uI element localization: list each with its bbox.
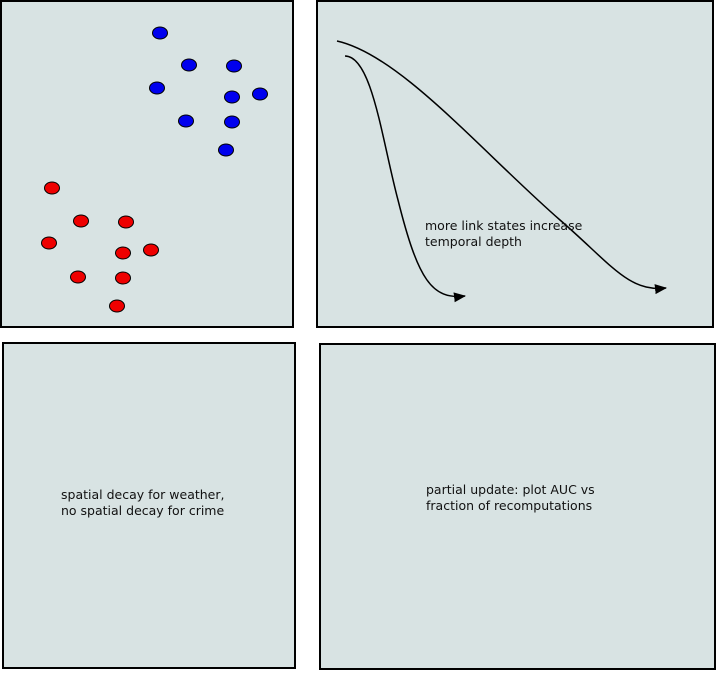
red-cluster — [41, 181, 159, 313]
blue-cluster — [149, 26, 268, 157]
arrow — [336, 40, 667, 295]
arrow — [344, 55, 466, 303]
annotation: more link states increase — [425, 218, 583, 233]
annotation: fraction of recomputations — [426, 498, 592, 513]
annotation: temporal depth — [425, 234, 522, 249]
annotation: partial update: plot AUC vs — [426, 482, 595, 497]
panel — [2, 342, 296, 669]
panel — [0, 0, 294, 328]
panel — [316, 0, 714, 328]
annotation: no spatial decay for crime — [61, 503, 224, 518]
annotation: spatial decay for weather, — [61, 487, 224, 502]
panel — [319, 343, 716, 670]
